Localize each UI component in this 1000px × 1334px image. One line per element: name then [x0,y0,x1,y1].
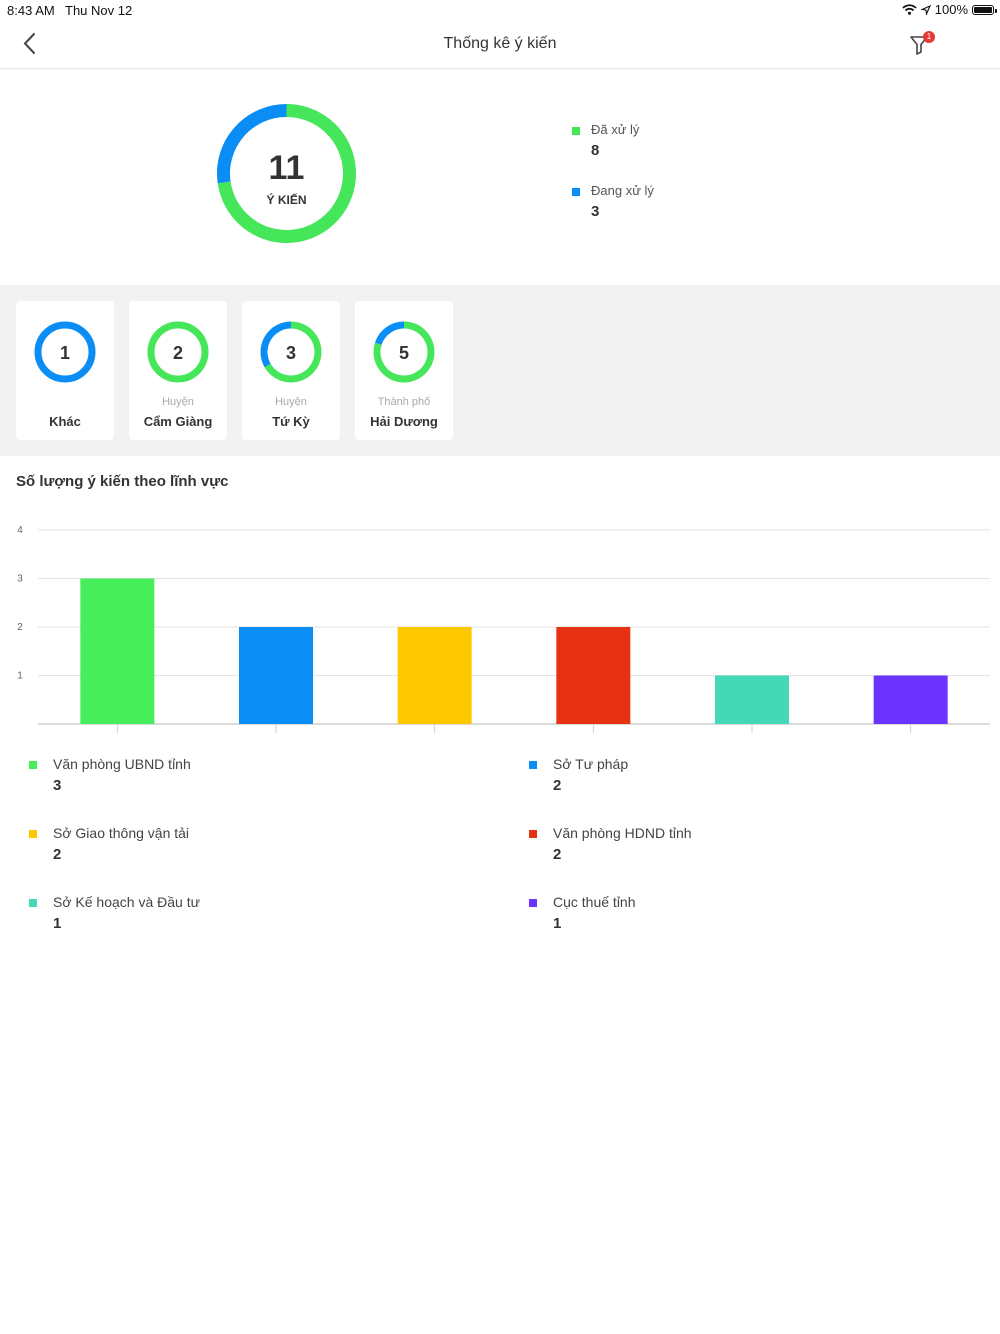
district-cards: 1 Khác 2 Huyện Cẩm Giàng 3 Huyện Tứ Kỳ 5… [0,285,1000,456]
category-label: Văn phòng HDND tỉnh [553,825,692,841]
district-name: Hải Dương [370,414,438,429]
y-tick-label: 1 [17,671,23,682]
donut-segment-processing [374,321,405,345]
legend-processing-swatch [572,188,580,196]
district-name: Cẩm Giàng [143,414,213,429]
donut-segment-processed [373,321,435,383]
category-label: Cục thuế tỉnh [553,894,636,910]
wifi-icon [902,4,917,15]
summary-panel: 11 Ý KIẾN Đã xử lý 8 Đang xử lý 3 [0,69,1000,285]
legend-processed-label: Đã xử lý [591,122,640,137]
district-donut [147,321,209,383]
category-label: Sở Tư pháp [553,756,629,772]
category-value: 1 [53,915,62,932]
district-card-cam-giang[interactable]: 2 Huyện Cẩm Giàng [129,301,227,440]
status-date: Thu Nov 12 [65,3,133,18]
bar [239,627,313,724]
bar [80,578,155,724]
status-time: 8:43 AM [7,3,55,18]
legend-swatch [29,830,37,838]
y-tick-label: 3 [17,574,23,585]
category-value: 2 [553,777,562,794]
legend-processed-swatch [572,127,580,135]
category-label: Sở Giao thông vận tải [53,825,190,841]
district-card-khac[interactable]: 1 Khác [16,301,114,440]
district-donut [373,321,435,383]
location-arrow-icon [920,4,931,15]
district-card-tu-ky[interactable]: 3 Huyện Tứ Kỳ [242,301,340,440]
y-tick-label: 2 [17,622,23,633]
category-value: 2 [553,846,562,863]
category-value: 3 [53,777,62,794]
donut-segment-processing [260,321,292,368]
total-count: 11 [268,149,305,187]
battery-percent: 100% [934,2,968,17]
legend-swatch [29,761,37,769]
district-prefix: Huyện [275,396,307,408]
district-count: 3 [285,343,296,363]
bar [397,627,472,724]
page-title: Thống kê ý kiến [443,35,557,52]
back-button[interactable] [14,28,46,60]
donut-segment-processed [264,321,322,383]
district-count: 1 [59,343,70,363]
y-tick-label: 4 [17,525,23,536]
legend-processing-label: Đang xử lý [591,183,654,198]
district-count: 2 [172,343,183,363]
district-prefix: Huyện [162,396,194,408]
district-name: Khác [49,414,81,429]
donut-segment-processed [147,321,209,383]
legend-swatch [529,761,537,769]
legend-swatch [529,830,537,838]
bar [715,675,789,724]
total-label: Ý KIẾN [266,193,307,207]
navigation-bar: Thống kê ý kiến 1 [0,20,1000,69]
legend-swatch [29,899,37,907]
district-prefix: Thành phố [377,396,431,408]
status-right: 100% [902,2,997,17]
district-name: Tứ Kỳ [272,414,310,429]
bar [556,627,631,724]
filter-badge: 1 [923,31,935,43]
category-value: 1 [553,915,562,932]
district-donut [260,321,322,383]
status-bar: 8:43 AM Thu Nov 12 100% [0,0,1000,20]
donut-segment-processing [217,104,287,184]
battery-icon [972,4,997,15]
section-title: Số lượng ý kiến theo lĩnh vực [16,473,229,490]
donut-segment-processing [34,321,96,383]
chevron-left-icon [23,33,35,54]
donut-segment-processed [217,104,356,243]
legend-swatch [529,899,537,907]
district-donut [34,321,96,383]
category-label: Sở Kế hoạch và Đầu tư [53,894,200,910]
total-donut-chart [217,104,356,243]
legend-processing-value: 3 [591,203,600,220]
district-card-hai-duong[interactable]: 5 Thành phố Hải Dương [355,301,453,440]
bar [873,675,948,724]
category-label: Văn phòng UBND tỉnh [53,756,191,772]
category-value: 2 [53,846,62,863]
filter-button[interactable]: 1 [906,30,936,60]
district-count: 5 [398,343,409,363]
bar-chart: 1 2 3 4 [17,525,990,733]
legend-processed-value: 8 [591,142,600,159]
